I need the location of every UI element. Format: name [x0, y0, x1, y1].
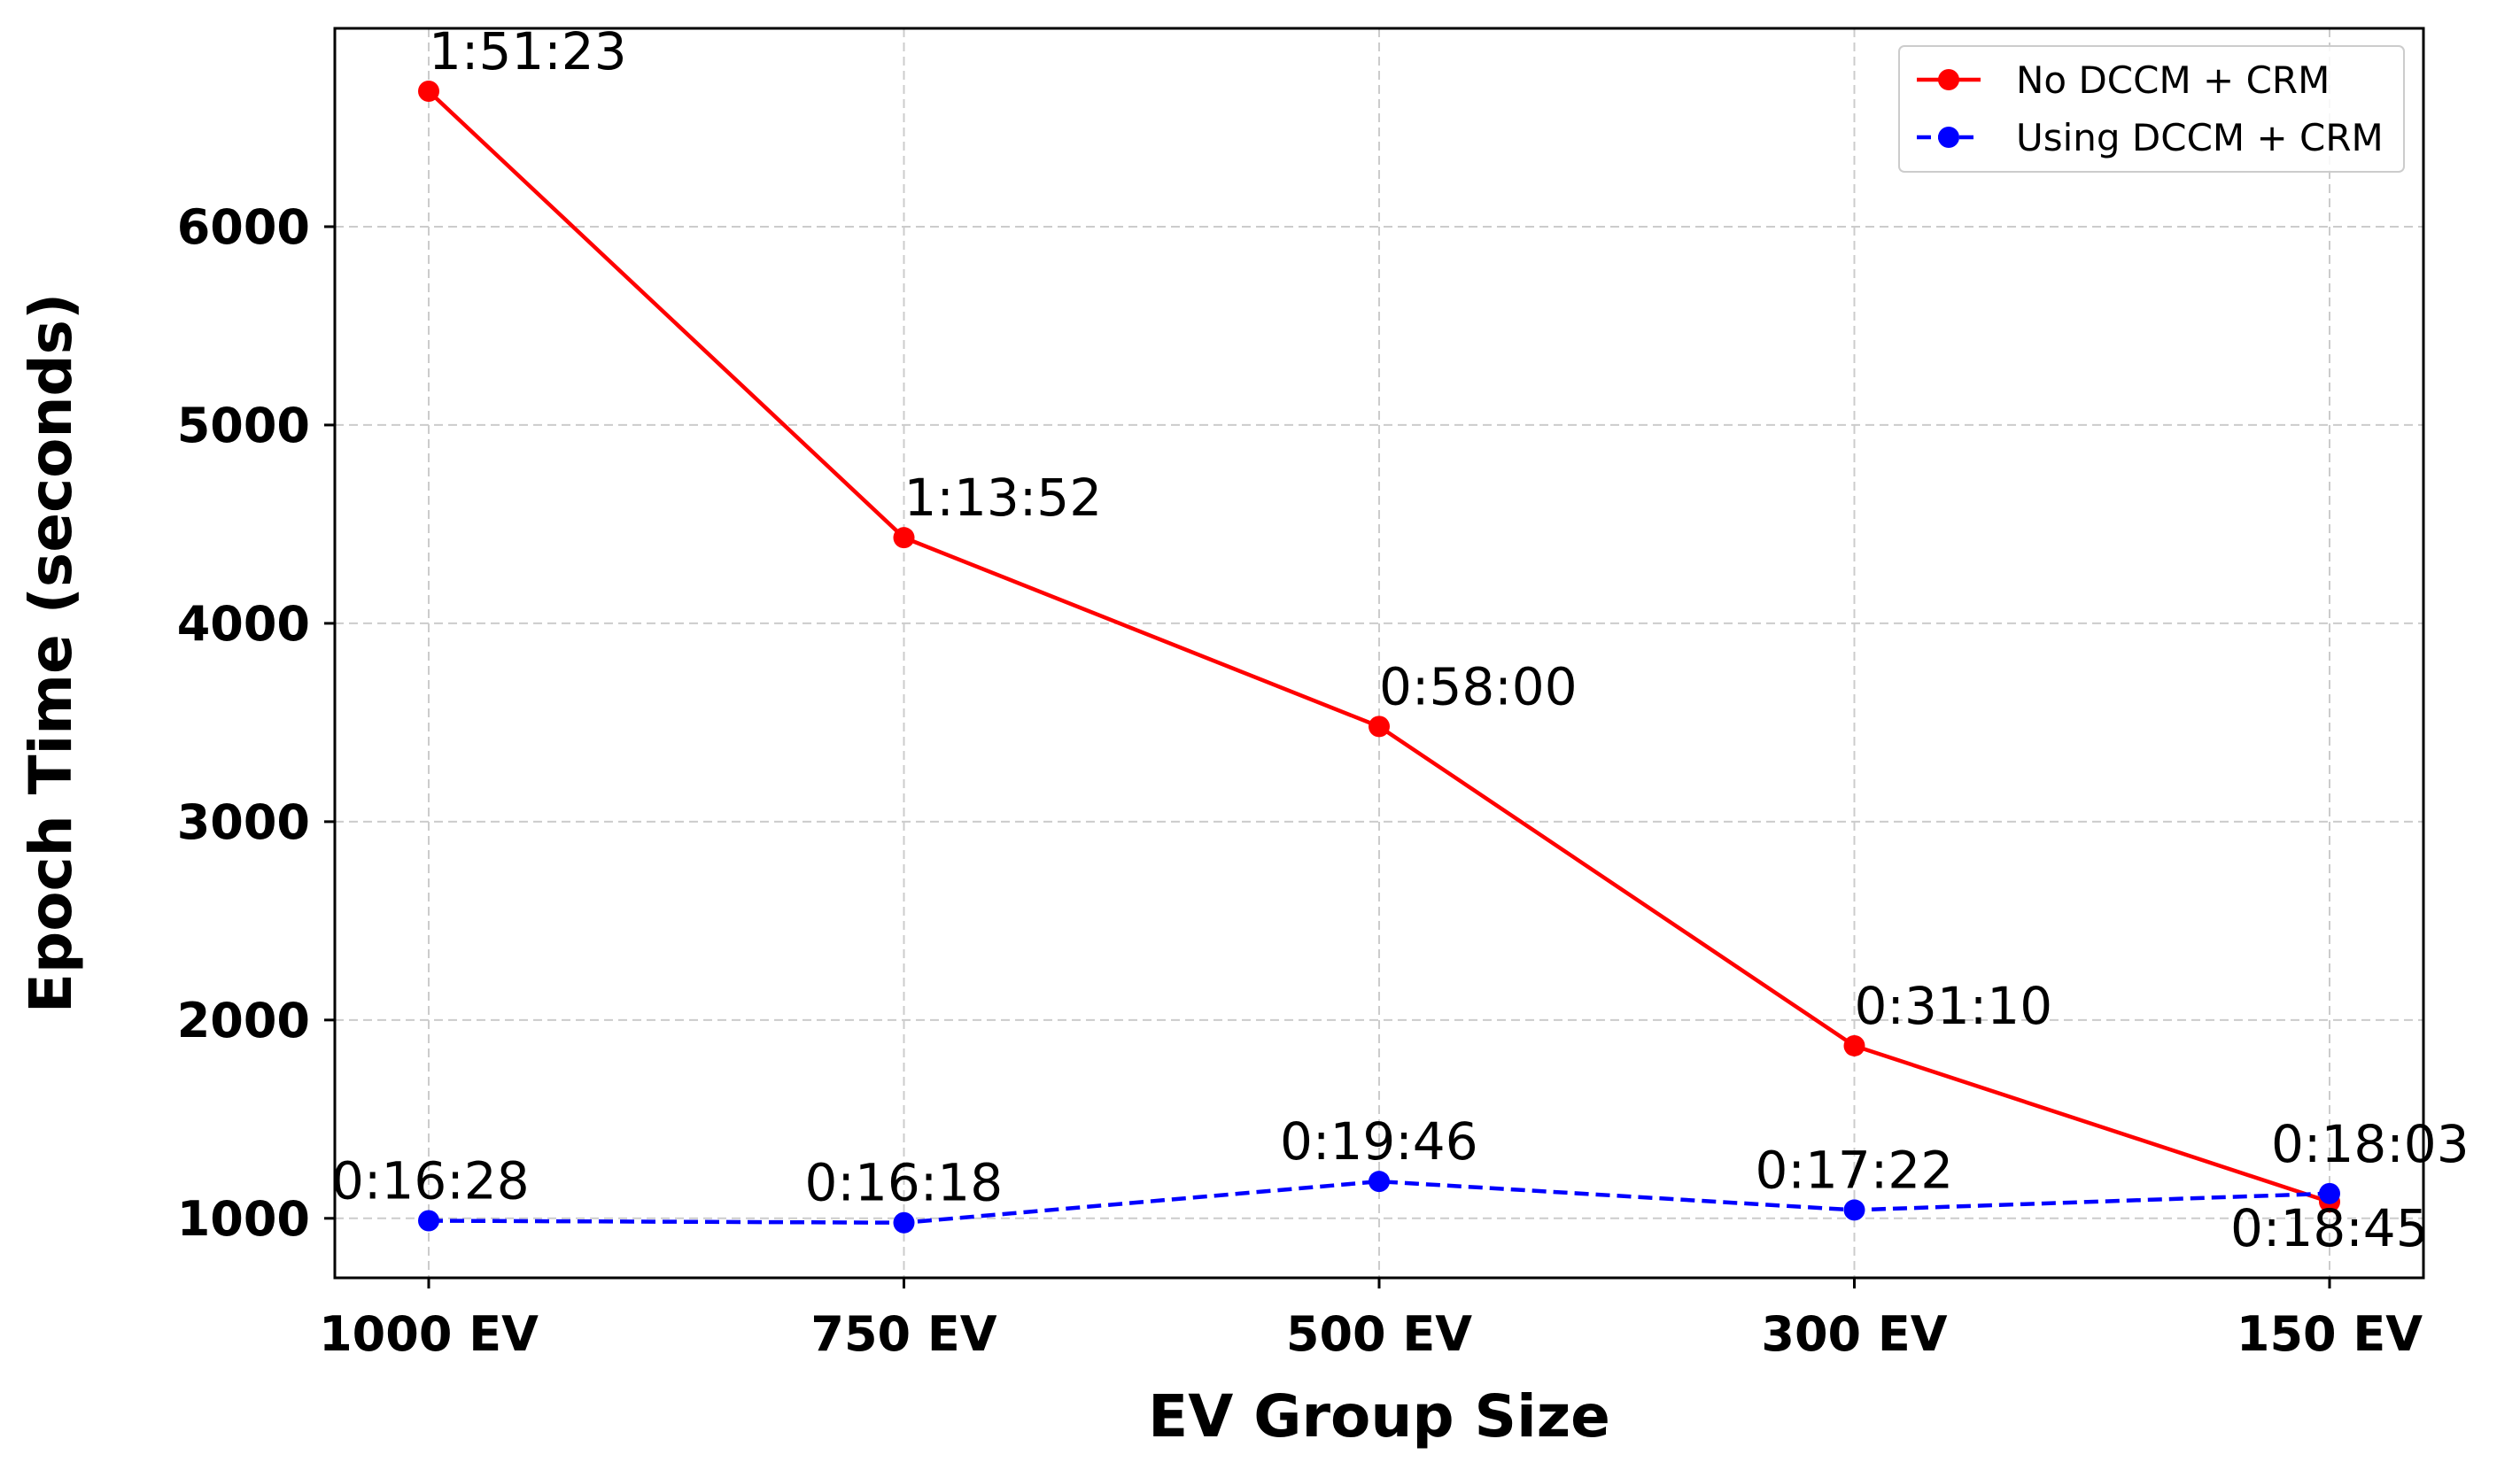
y-tick-label: 6000: [177, 199, 310, 255]
x-tick-label: 1000 EV: [319, 1306, 539, 1362]
data-point: [893, 527, 915, 549]
data-label: 0:31:10: [1855, 976, 2053, 1036]
y-axis-title: Epoch Time (seconds): [17, 293, 85, 1013]
y-tick-label: 2000: [177, 993, 310, 1048]
data-label: 0:16:28: [331, 1150, 530, 1211]
data-label: 0:16:18: [805, 1153, 1004, 1213]
series-line-2: [428, 1179, 2330, 1225]
legend-label-1: No DCCM + CRM: [2016, 58, 2330, 102]
legend-label-2: Using DCCM + CRM: [2016, 116, 2384, 159]
y-tick-label: 1000: [177, 1191, 310, 1247]
data-label: 1:13:52: [904, 468, 1103, 528]
x-axis-title: EV Group Size: [1148, 1382, 1610, 1451]
legend: No DCCM + CRM Using DCCM + CRM: [1898, 45, 2405, 173]
data-label-layer: 1:51:23 1:13:52 0:58:00 0:31:10 0:18:03 0:16:…: [331, 21, 2470, 1258]
x-tick-label: 500 EV: [1286, 1306, 1472, 1362]
tick-layer: 1000 EV 750 EV 500 EV 300 EV 150 EV 1000 2000 3…: [177, 199, 2423, 1362]
x-tick-label: 750 EV: [810, 1306, 996, 1362]
legend-box: [1898, 45, 2405, 173]
grid-layer: [335, 28, 2423, 1278]
data-point: [418, 1210, 439, 1232]
data-label: 0:58:00: [1379, 656, 1578, 716]
series-layer: [418, 80, 2340, 1234]
data-point: [1369, 716, 1390, 738]
data-label: 1:51:23: [429, 21, 627, 81]
x-tick-label: 300 EV: [1761, 1306, 1947, 1362]
data-point: [1369, 1171, 1390, 1193]
data-label: 0:19:46: [1280, 1111, 1478, 1172]
y-tick-label: 3000: [177, 794, 310, 850]
legend-marker-1: [1938, 69, 1959, 90]
y-tick-label: 4000: [177, 596, 310, 652]
data-point: [2319, 1182, 2340, 1204]
data-label: 0:18:45: [2230, 1198, 2429, 1258]
legend-marker-2: [1938, 127, 1959, 148]
data-point: [1843, 1034, 1865, 1056]
x-tick-label: 150 EV: [2237, 1306, 2423, 1362]
data-point: [893, 1211, 915, 1234]
data-point: [418, 80, 439, 102]
data-label: 0:18:03: [2271, 1114, 2470, 1174]
data-label: 0:17:22: [1756, 1140, 1954, 1200]
data-point: [1843, 1199, 1865, 1221]
y-tick-label: 5000: [177, 398, 310, 453]
